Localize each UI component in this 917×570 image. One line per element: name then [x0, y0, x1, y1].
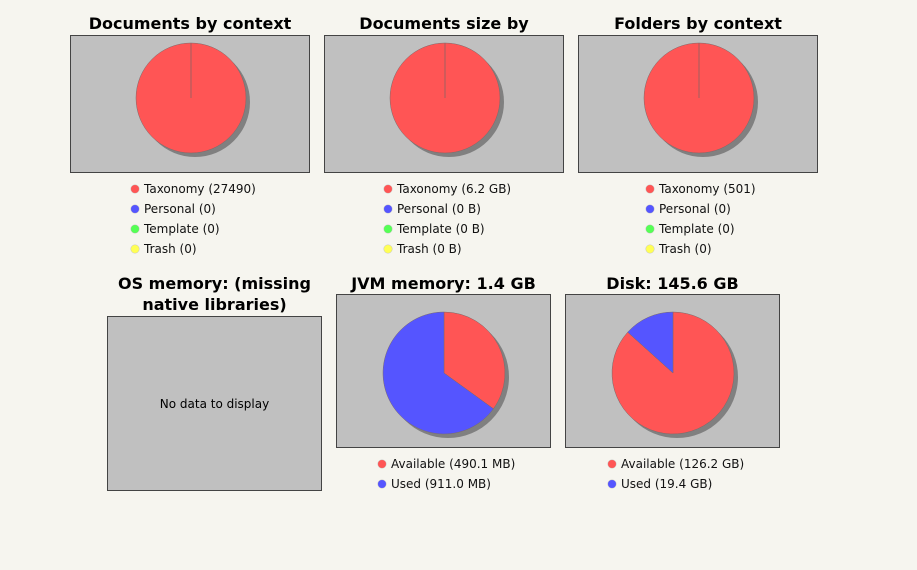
legend-dot-icon [131, 205, 139, 213]
legend-item: Used (911.0 MB) [378, 474, 515, 494]
legend-item: Taxonomy (6.2 GB) [384, 179, 511, 199]
legend-dot-icon [608, 460, 616, 468]
pie-slice [443, 311, 506, 410]
plot-area [70, 35, 310, 173]
legend-item: Trash (0) [131, 239, 256, 259]
legend-dot-icon [608, 480, 616, 488]
pie-chart [382, 311, 509, 438]
legend-label: Taxonomy (501) [659, 182, 756, 196]
legend-dot-icon [646, 185, 654, 193]
legend-dot-icon [131, 225, 139, 233]
legend-label: Personal (0 B) [397, 202, 481, 216]
legend-item: Template (0) [131, 219, 256, 239]
plot-area [336, 294, 551, 448]
legend-label: Available (490.1 MB) [391, 457, 516, 471]
pie-slice [627, 311, 674, 374]
chart-title: OS memory: (missing native libraries) [117, 274, 311, 314]
legend-item: Trash (0) [646, 239, 756, 259]
legend-dot-icon [384, 225, 392, 233]
legend-label: Available (126.2 GB) [621, 457, 745, 471]
legend-dot-icon [646, 225, 654, 233]
legend-label: Taxonomy (27490) [144, 182, 256, 196]
legend-label: Trash (0 B) [397, 242, 462, 256]
legend-item: Trash (0 B) [384, 239, 511, 259]
legend-item: Taxonomy (501) [646, 179, 756, 199]
legend-dot-icon [384, 245, 392, 253]
legend-dot-icon [384, 205, 392, 213]
legend-dot-icon [384, 185, 392, 193]
chart-title: Folders by context [614, 14, 782, 33]
legend-dot-icon [646, 245, 654, 253]
chart-title: Documents by context [88, 14, 292, 33]
legend-dot-icon [131, 185, 139, 193]
legend-item: Personal (0 B) [384, 199, 511, 219]
legend-item: Taxonomy (27490) [131, 179, 256, 199]
legend-label: Trash (0) [144, 242, 197, 256]
legend-label: Used (19.4 GB) [621, 477, 713, 491]
pie-chart [611, 311, 738, 438]
no-data-message: No data to display [159, 396, 270, 411]
legend-item: Available (490.1 MB) [378, 454, 515, 474]
legend-dot-icon [378, 460, 386, 468]
legend-dot-icon [378, 480, 386, 488]
legend-item: Template (0 B) [384, 219, 511, 239]
legend-label: Template (0 B) [397, 222, 485, 236]
pie-chart [135, 42, 250, 157]
legend-label: Template (0) [144, 222, 220, 236]
legend-label: Trash (0) [659, 242, 712, 256]
legend-item: Personal (0) [131, 199, 256, 219]
legend: Available (126.2 GB) Used (19.4 GB) [608, 454, 744, 494]
legend: Taxonomy (27490) Personal (0) Template (0)… [131, 179, 256, 259]
legend: Taxonomy (501) Personal (0) Template (0) Tr… [646, 179, 756, 259]
plot-area: No data to display [107, 316, 322, 491]
legend: Available (490.1 MB) Used (911.0 MB) [378, 454, 515, 494]
legend-dot-icon [131, 245, 139, 253]
pie-slice [382, 311, 494, 435]
legend-dot-icon [646, 205, 654, 213]
pie-chart [643, 42, 758, 157]
plot-area [565, 294, 780, 448]
legend-label: Personal (0) [144, 202, 216, 216]
legend-label: Used (911.0 MB) [391, 477, 491, 491]
legend-label: Taxonomy (6.2 GB) [397, 182, 512, 196]
chart-title: Disk: 145.6 GB [606, 274, 739, 293]
legend: Taxonomy (6.2 GB) Personal (0 B) Template … [384, 179, 511, 259]
legend-item: Used (19.4 GB) [608, 474, 744, 494]
pie-chart [389, 42, 504, 157]
plot-area [324, 35, 564, 173]
legend-label: Template (0) [659, 222, 735, 236]
legend-label: Personal (0) [659, 202, 731, 216]
legend-item: Template (0) [646, 219, 756, 239]
chart-title: JVM memory: 1.4 GB [351, 274, 536, 293]
legend-item: Personal (0) [646, 199, 756, 219]
plot-area [578, 35, 818, 173]
legend-item: Available (126.2 GB) [608, 454, 744, 474]
